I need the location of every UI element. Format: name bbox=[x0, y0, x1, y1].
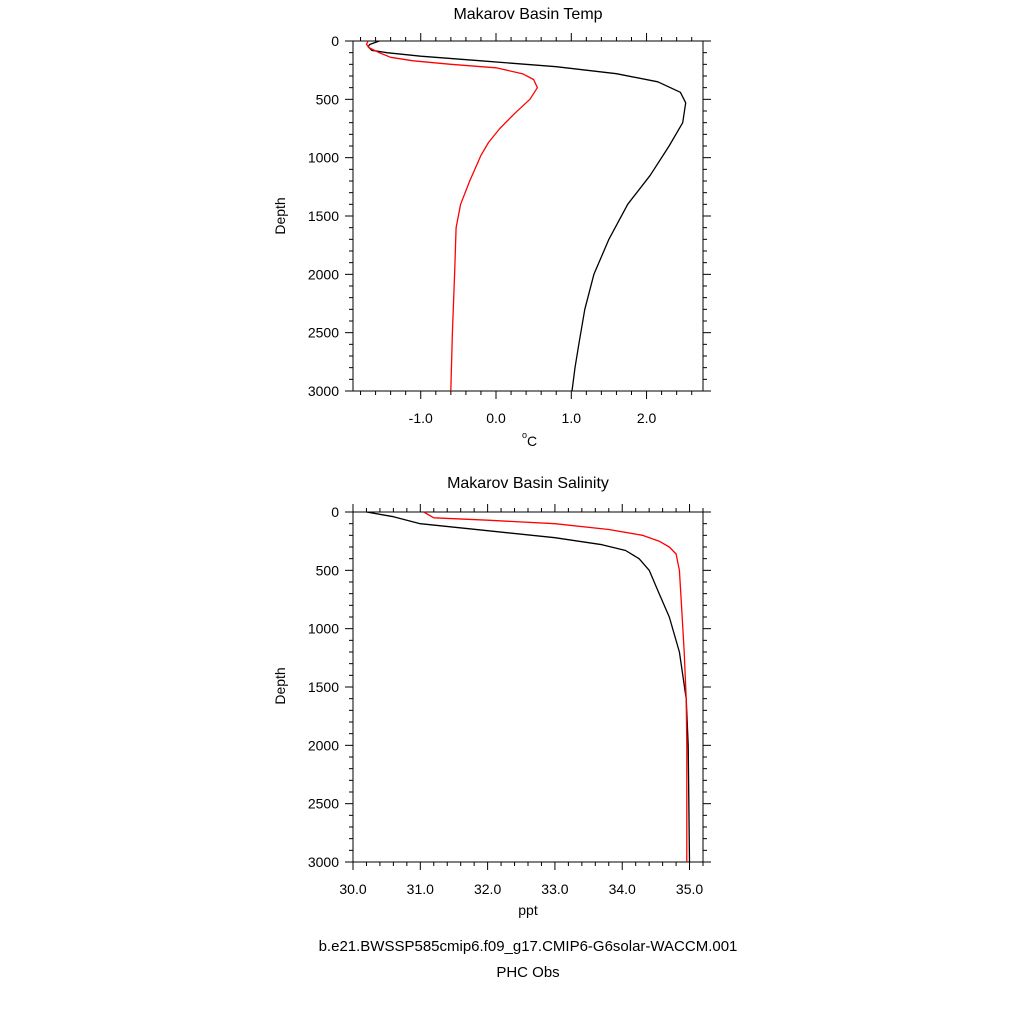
salinity-plot-frame bbox=[352, 511, 704, 863]
salinity-y-axis-label: Depth bbox=[272, 667, 288, 704]
temperature-x-tick-label: 0.0 bbox=[486, 410, 506, 426]
salinity-y-tick-label: 2500 bbox=[308, 796, 339, 812]
temperature-y-axis-label: Depth bbox=[272, 197, 288, 234]
temperature-y-tick-label: 1000 bbox=[308, 150, 339, 166]
legend: b.e21.BWSSP585cmip6.f09_g17.CMIP6-G6sola… bbox=[319, 938, 738, 981]
degree-symbol: o bbox=[522, 430, 527, 440]
legend-obs: PHC Obs bbox=[496, 964, 559, 981]
temperature-y-tick-label: 3000 bbox=[308, 383, 339, 399]
salinity-y-tick-label: 500 bbox=[316, 562, 340, 578]
temperature-x-tick-label: 1.0 bbox=[562, 410, 582, 426]
temperature-chart-title: Makarov Basin Temp bbox=[453, 6, 602, 23]
salinity-chart-title: Makarov Basin Salinity bbox=[447, 475, 609, 492]
salinity-x-tick-label: 34.0 bbox=[609, 881, 636, 897]
temperature-x-axis-label: o C bbox=[522, 430, 537, 449]
salinity-x-tick-label: 35.0 bbox=[676, 881, 703, 897]
temperature-obs-line bbox=[365, 40, 539, 392]
temperature-model-line bbox=[367, 40, 687, 392]
legend-model-case: b.e21.BWSSP585cmip6.f09_g17.CMIP6-G6sola… bbox=[319, 938, 738, 955]
salinity-y-tick-label: 1500 bbox=[308, 679, 339, 695]
temperature-x-axis-unit: C bbox=[527, 433, 537, 449]
salinity-y-tick-label: 2000 bbox=[308, 737, 339, 753]
salinity-x-tick-label: 31.0 bbox=[407, 881, 434, 897]
temperature-x-tick-label: -1.0 bbox=[409, 410, 433, 426]
temperature-plot-area: 0 500 1000 1500 2000 2500 3000 -1.0 0.0 1.0 2.0 bbox=[308, 33, 711, 426]
salinity-y-tick-label: 3000 bbox=[308, 854, 339, 870]
temperature-y-tick-label: 0 bbox=[331, 33, 339, 49]
temperature-panel: Makarov Basin Temp 0 500 1000 1500 2000 2500 3… bbox=[272, 6, 711, 449]
salinity-y-tick-label: 1000 bbox=[308, 621, 339, 637]
temperature-y-tick-label: 2000 bbox=[308, 266, 339, 282]
temperature-y-tick-label: 2500 bbox=[308, 325, 339, 341]
salinity-panel: Makarov Basin Salinity 0 500 1000 1500 2000 2… bbox=[272, 475, 711, 918]
salinity-x-tick-label: 32.0 bbox=[474, 881, 501, 897]
salinity-x-tick-label: 33.0 bbox=[541, 881, 568, 897]
temperature-x-tick-label: 2.0 bbox=[637, 410, 657, 426]
salinity-y-tick-label: 0 bbox=[331, 504, 339, 520]
salinity-x-axis-label: ppt bbox=[518, 902, 538, 918]
temperature-y-tick-label: 500 bbox=[316, 91, 340, 107]
temperature-y-tick-label: 1500 bbox=[308, 208, 339, 224]
temperature-plot-frame bbox=[352, 40, 704, 392]
salinity-x-tick-label: 30.0 bbox=[339, 881, 366, 897]
salinity-obs-line bbox=[423, 511, 688, 862]
salinity-model-line bbox=[366, 511, 691, 863]
